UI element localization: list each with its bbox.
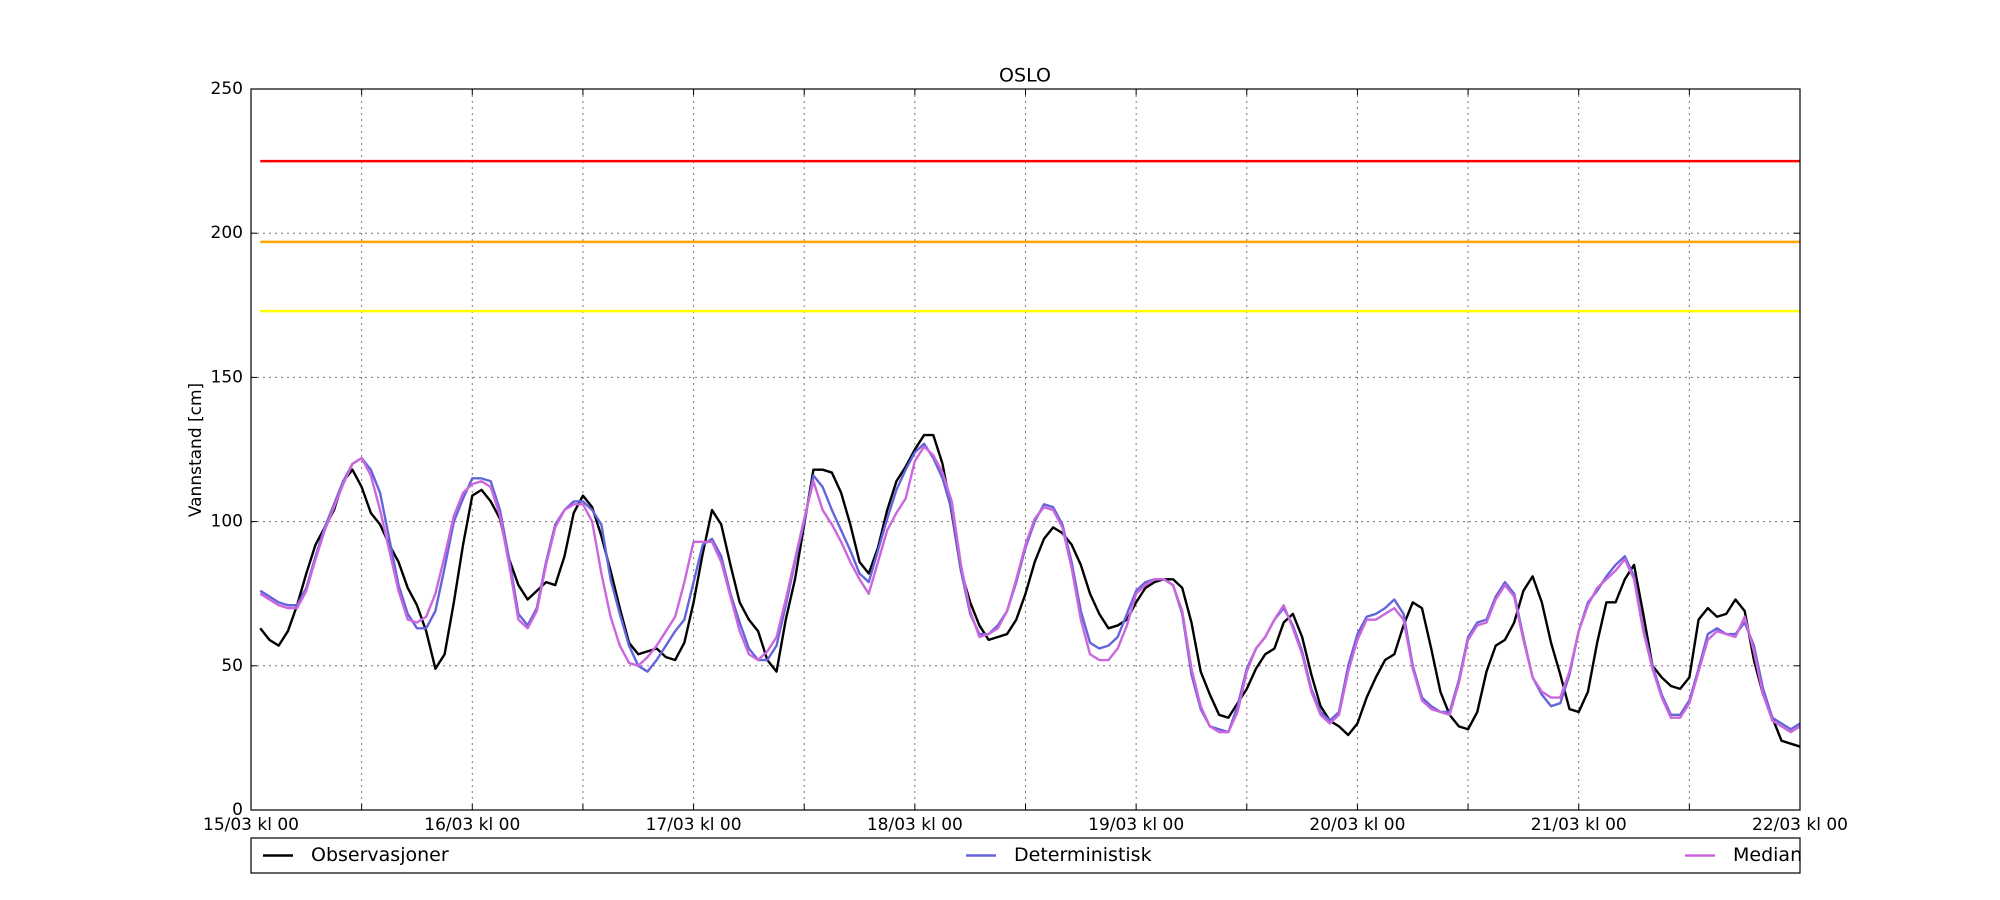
legend-label: Median (1733, 844, 1802, 866)
x-tick-label: 16/03 kl 00 (424, 815, 520, 835)
x-tick-label: 15/03 kl 00 (203, 815, 299, 835)
x-tick-label: 21/03 kl 00 (1531, 815, 1627, 835)
y-tick-label: 0 (232, 800, 243, 820)
x-tick-label: 20/03 kl 00 (1309, 815, 1405, 835)
legend-label: Observasjoner (311, 844, 449, 866)
y-tick-label: 200 (211, 223, 243, 243)
legend-label: Deterministisk (1014, 844, 1152, 866)
y-tick-label: 50 (221, 656, 243, 676)
legend-box (250, 837, 1801, 874)
x-tick-label: 22/03 kl 00 (1752, 815, 1848, 835)
y-axis-label: Vannstand [cm] (186, 383, 206, 517)
x-tick-label: 19/03 kl 00 (1088, 815, 1184, 835)
series-line (259, 445, 1801, 734)
plot-frame (250, 88, 1801, 811)
x-tick-label: 18/03 kl 00 (867, 815, 963, 835)
series-line (259, 433, 1801, 748)
y-tick-label: 150 (211, 367, 243, 387)
chart-title: OSLO (999, 65, 1051, 87)
y-tick-label: 250 (211, 79, 243, 99)
x-tick-label: 17/03 kl 00 (646, 815, 742, 835)
y-tick-label: 100 (211, 512, 243, 532)
